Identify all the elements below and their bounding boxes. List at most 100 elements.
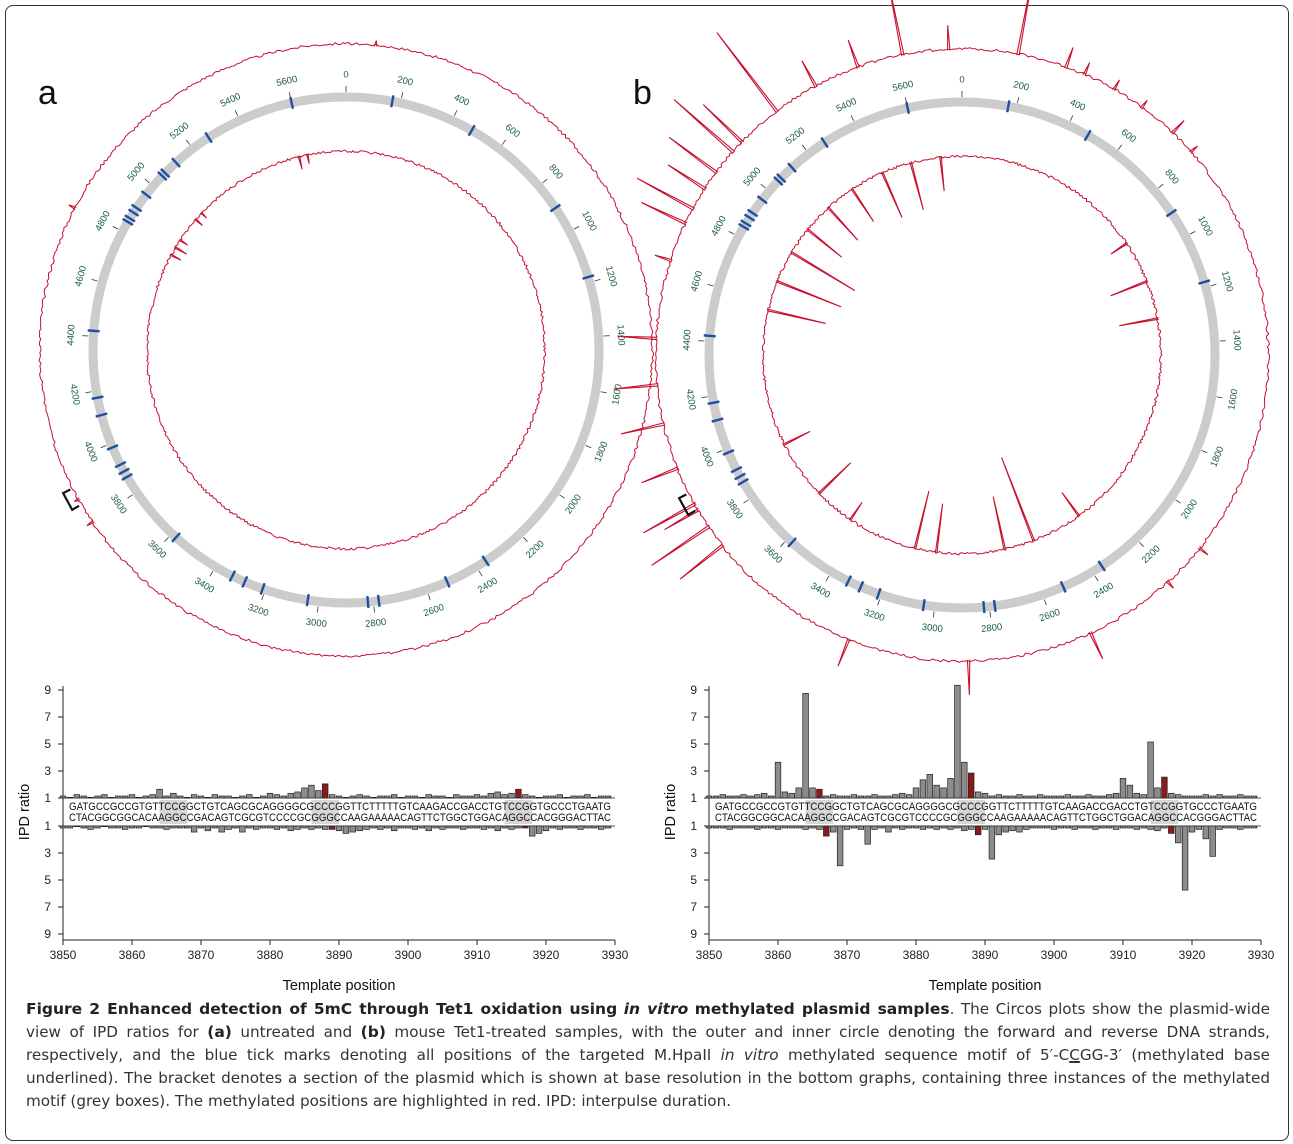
scale-tick (453, 110, 458, 117)
forward-ipd-bar (1230, 795, 1237, 799)
forward-ipd-bar (190, 794, 198, 799)
forward-ipd-bar (1071, 795, 1078, 799)
motif-tick-mark (740, 219, 752, 228)
scale-tick (1189, 230, 1196, 235)
ipd-spike (617, 335, 658, 341)
y-tick-label: 1 (690, 791, 697, 805)
scale-tick-label: 200 (396, 74, 414, 88)
forward-ipd-bar (197, 795, 205, 799)
forward-ipd-bar (487, 792, 494, 799)
scale-tick-label: 5600 (275, 74, 298, 89)
ipd-spike (805, 227, 843, 258)
reverse-ipd-bar (253, 825, 260, 830)
panel-label-a: a (38, 74, 57, 112)
x-axis-title: Template position (929, 978, 1042, 994)
scale-tick (1139, 542, 1144, 547)
forward-ipd-bar (857, 795, 864, 799)
forward-ipd-bar (563, 796, 570, 799)
x-tick-label: 3860 (119, 948, 146, 962)
reverse-ipd-bar (1209, 825, 1216, 857)
scale-tick-label: 5600 (891, 79, 914, 94)
ipd-spike (880, 171, 903, 218)
forward-ipd-bar (170, 792, 177, 799)
caption-text-4: methylated sequence motif of 5′-C (787, 1046, 1070, 1064)
scale-tick-label: 600 (503, 122, 522, 140)
ipd-bar-chart-b: 9 7 5 3 1 1 3 5 7 9 3850 3860 3870 3880 3890 3900 3910 39… (663, 683, 1275, 994)
forward-ipd-bar (584, 794, 591, 799)
y-tick-label: 3 (44, 764, 51, 778)
reverse-ipd-bar (487, 825, 494, 829)
reverse-ipd-bar (1140, 825, 1147, 829)
ipd-spike (909, 161, 924, 211)
reverse-ipd-bar (1064, 825, 1071, 829)
forward-ipd-bar (919, 779, 927, 799)
circos-plot-b: 0 200400600800100012001400160018002000220… (613, 0, 1271, 695)
motif-tick-mark (743, 213, 756, 222)
reverse-ipd-bar (128, 825, 136, 829)
motif-tick-mark (982, 600, 986, 614)
reverse-ipd-bar (1147, 825, 1154, 830)
scale-tick (523, 537, 528, 542)
forward-ipd-bar (981, 792, 989, 799)
ipd-spike (1016, 0, 1030, 56)
scale-tick-label: 400 (1068, 97, 1087, 114)
reverse-ipd-bar (108, 825, 115, 829)
scale-tick-label: 3400 (192, 575, 216, 595)
scale-tick (1094, 575, 1099, 582)
forward-ipd-bar (1023, 795, 1030, 799)
forward-ipd-bar (823, 795, 830, 799)
y-tick-label: 7 (44, 900, 51, 914)
forward-ipd-bar (466, 795, 474, 799)
reverse-ipd-bar (94, 825, 101, 829)
forward-ipd-bar (73, 794, 80, 799)
scale-tick-label: 2000 (1179, 497, 1200, 521)
forward-ipd-bar (315, 790, 322, 799)
forward-ipd-bar (266, 792, 274, 799)
reverse-ipd-bar (549, 825, 557, 829)
forward-ipd-bar (211, 794, 218, 799)
forward-ipd-bar (912, 787, 920, 799)
reverse-ipd-bar (1154, 825, 1161, 832)
x-tick-label: 3880 (257, 948, 284, 962)
figure-caption: Figure 2 Enhanced detection of 5mC throu… (26, 998, 1270, 1113)
ipd-spike (913, 490, 930, 550)
ipd-spike (702, 104, 745, 145)
forward-ipd-bar (781, 791, 789, 799)
ipd-spike (782, 430, 811, 446)
scale-tick (261, 594, 264, 601)
motif-tick-mark (130, 203, 143, 213)
reverse-ipd-bar (871, 825, 878, 830)
reverse-ipd-bar (584, 825, 591, 829)
y-tick-label: 7 (690, 900, 697, 914)
motif-tick-mark (376, 594, 381, 607)
ipd-spike (766, 308, 826, 324)
scale-tick-label: 5200 (784, 125, 807, 147)
reverse-ipd-bar (432, 825, 439, 829)
scale-tick-label: 3200 (246, 602, 270, 619)
reverse-ipd-bar (1250, 825, 1258, 829)
forward-ipd-bar (494, 791, 501, 799)
forward-ipd-bar (1112, 792, 1120, 799)
reverse-ipd-bar (556, 825, 563, 830)
reverse-ipd-bar (411, 825, 419, 830)
reverse-ipd-bar (885, 825, 892, 833)
forward-ipd-bar (542, 795, 550, 799)
scale-tick (1216, 396, 1223, 399)
y-tick-label: 5 (44, 873, 51, 887)
reverse-ipd-bar (563, 825, 570, 829)
reverse-ipd-bar (767, 825, 775, 829)
ipd-spike (817, 462, 851, 496)
forward-ipd-bar (802, 693, 809, 799)
bottom-strand-sequence: CTACGGCGGCACAAGGCCGACAGTCGCGTCCCCGCGGGCC… (69, 812, 611, 824)
forward-ipd-bar (156, 788, 163, 799)
motif-tick-mark (737, 477, 749, 486)
scale-tick (100, 445, 107, 449)
reverse-ipd-bar (719, 825, 726, 829)
motif-tick-mark (1165, 208, 1178, 218)
reverse-ipd-bar (1161, 825, 1168, 829)
reverse-ipd-bar (974, 825, 982, 836)
motif-tick-mark (756, 195, 768, 205)
reverse-ipd-bar (370, 825, 377, 829)
ipd-spike (837, 637, 851, 667)
scale-tick-label: 2400 (476, 575, 500, 595)
